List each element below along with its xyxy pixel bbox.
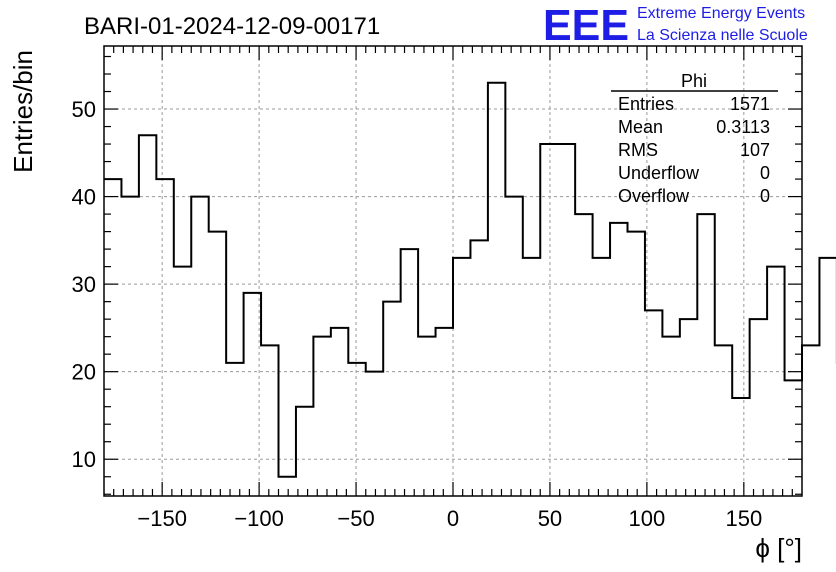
- histogram-outline: [104, 81, 836, 478]
- x-tick-label-6: 150: [725, 506, 762, 531]
- stats-value-entries: 1571: [730, 94, 770, 114]
- stats-value-underflow: 0: [760, 163, 770, 183]
- y-tick-labels: 10 20 30 40 50: [72, 97, 96, 472]
- y-tick-label-0: 10: [72, 447, 96, 472]
- y-tick-label-4: 50: [72, 97, 96, 122]
- stats-label-underflow: Underflow: [618, 163, 700, 183]
- x-tick-label-3: 0: [447, 506, 459, 531]
- x-tick-label-1: −100: [234, 506, 284, 531]
- x-tick-label-5: 100: [629, 506, 666, 531]
- stats-title: Phi: [681, 71, 707, 91]
- stats-label-overflow: Overflow: [618, 186, 690, 206]
- y-tick-label-2: 30: [72, 272, 96, 297]
- logo-line-2: La Scienza nelle Scuole: [637, 27, 808, 44]
- stats-value-overflow: 0: [760, 186, 770, 206]
- logo-line-1: Extreme Energy Events: [637, 5, 805, 22]
- y-axis-title: Entries/bin: [8, 50, 38, 173]
- axis-ticks: [104, 46, 802, 496]
- stats-box: Phi Entries 1571 Mean 0.3113 RMS 107 Underflow…: [611, 71, 778, 206]
- x-tick-label-4: 50: [538, 506, 562, 531]
- x-tick-labels: −150 −100 −50 0 50 100 150: [137, 506, 762, 531]
- plot-title: BARI-01-2024-12-09-00171: [84, 13, 380, 40]
- stats-label-entries: Entries: [618, 94, 674, 114]
- stats-label-mean: Mean: [618, 117, 663, 137]
- stats-value-mean: 0.3113: [716, 117, 770, 137]
- y-tick-label-3: 40: [72, 185, 96, 210]
- x-axis-title: ϕ [°]: [755, 533, 802, 563]
- x-tick-label-0: −150: [137, 506, 187, 531]
- logo: EEE Extreme Energy Events La Scienza nel…: [543, 1, 808, 50]
- stats-label-rms: RMS: [618, 140, 658, 160]
- logo-eee: EEE: [543, 1, 629, 50]
- y-tick-label-1: 20: [72, 360, 96, 385]
- x-tick-label-2: −50: [337, 506, 374, 531]
- stats-value-rms: 107: [740, 140, 770, 160]
